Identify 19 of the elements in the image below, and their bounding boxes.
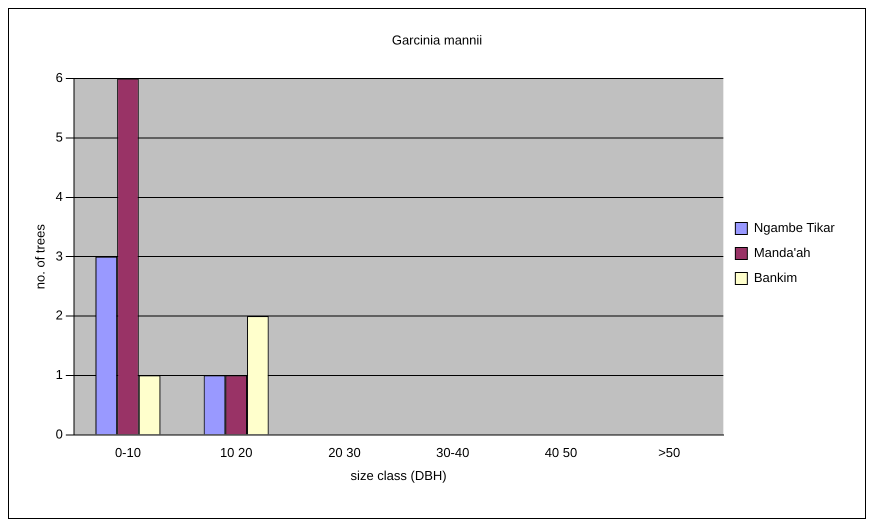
x-tick-label: 20 30: [328, 445, 361, 460]
x-tick-label: 10 20: [220, 445, 252, 460]
y-tick-label: 4: [56, 188, 63, 204]
y-tick-label: 6: [56, 70, 63, 86]
x-axis-title: size class (DBH): [350, 468, 447, 483]
y-tick-label: 0: [56, 426, 63, 442]
y-tick-label: 3: [56, 248, 63, 264]
y-tick-label: 5: [56, 130, 63, 145]
y-tick-label: 2: [56, 308, 63, 323]
x-tick-label: 0-10: [114, 445, 141, 460]
y-tick-label: 1: [56, 367, 63, 382]
x-tick-label: 40 50: [544, 445, 578, 460]
legend-label: Bankim: [754, 270, 798, 286]
legend-label: Ngambe Tikar: [754, 220, 836, 236]
legend-label: Manda'ah: [754, 245, 811, 260]
y-axis-title: no. of trees: [32, 224, 48, 290]
x-tick-label: 30-40: [436, 445, 470, 460]
x-tick-label: >50: [658, 445, 680, 460]
chart-title: Garcinia mannii: [392, 32, 482, 48]
